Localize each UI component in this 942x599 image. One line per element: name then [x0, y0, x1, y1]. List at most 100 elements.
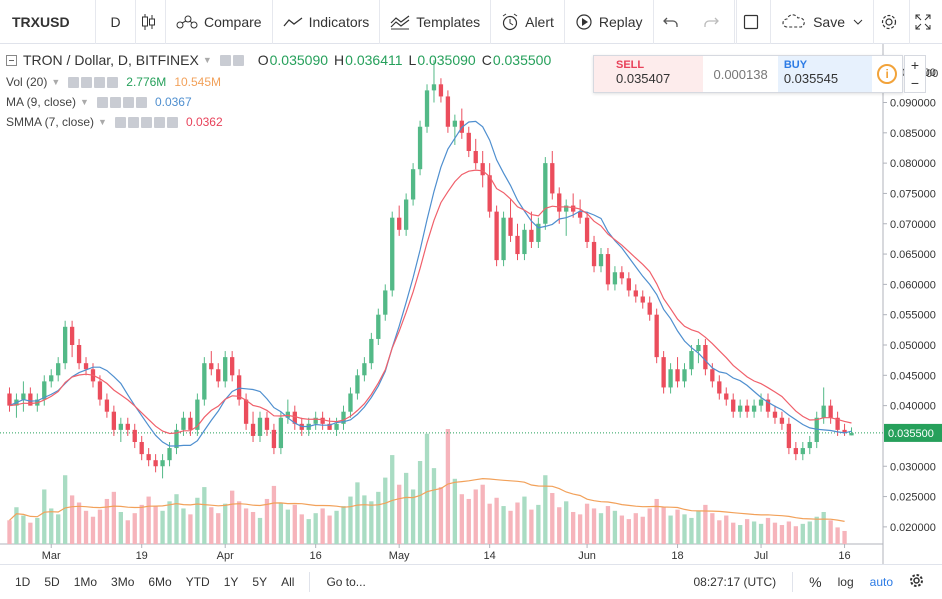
- redo-button[interactable]: [694, 0, 735, 44]
- indicators-button[interactable]: Indicators: [273, 0, 381, 44]
- log-toggle[interactable]: log: [837, 575, 854, 589]
- volume-bar: [362, 495, 367, 544]
- compare-button[interactable]: Compare: [166, 0, 273, 44]
- volume-bar: [480, 484, 485, 544]
- close-icon[interactable]: [166, 116, 178, 128]
- add-icon[interactable]: [94, 76, 106, 88]
- ma-value: 0.0367: [154, 95, 192, 109]
- price-axis[interactable]: 0.0950000.0900000.0850000.0800000.075000…: [883, 67, 942, 534]
- range-5d[interactable]: 5D: [44, 575, 60, 589]
- settings-icon[interactable]: [232, 54, 244, 66]
- sell-button[interactable]: SELL 0.035407: [594, 56, 704, 92]
- range-1y[interactable]: 1Y: [223, 575, 239, 589]
- volume-bar: [21, 515, 26, 544]
- volume-bar: [174, 494, 179, 544]
- zoom-in-button[interactable]: +: [910, 57, 920, 73]
- candle-body: [383, 290, 388, 315]
- candle-body: [612, 272, 618, 285]
- alert-button[interactable]: Alert: [491, 0, 565, 44]
- candle-body: [696, 345, 701, 352]
- info-button[interactable]: i: [872, 56, 902, 92]
- ma-polyline: [9, 120, 852, 447]
- range-all[interactable]: All: [281, 575, 295, 589]
- settings-icon[interactable]: [81, 76, 93, 88]
- range-3mo[interactable]: 3Mo: [111, 575, 135, 589]
- time-axis[interactable]: Mar 19 Apr 16 May 14 Jun 18 Jul 16: [42, 544, 851, 562]
- series-action-buttons[interactable]: [219, 54, 246, 66]
- volume-bar: [452, 478, 458, 544]
- range-6mo[interactable]: 6Mo: [148, 575, 172, 589]
- volume-bar: [543, 475, 548, 544]
- templates-button[interactable]: Templates: [380, 0, 492, 44]
- candle-body: [772, 411, 778, 418]
- goto-button[interactable]: Go to...: [326, 575, 366, 589]
- volume-bar: [703, 504, 708, 544]
- interval-button[interactable]: D: [96, 0, 136, 44]
- smma-action-buttons[interactable]: [114, 116, 180, 128]
- volume-bar: [146, 496, 151, 544]
- chevron-down-icon[interactable]: ▼: [202, 55, 212, 65]
- candle-body: [195, 399, 200, 430]
- utc-clock[interactable]: 08:27:17 (UTC): [693, 575, 777, 589]
- time-tick-label: Mar: [42, 550, 61, 562]
- time-tick-label: 16: [838, 550, 850, 562]
- volume-action-buttons[interactable]: [68, 76, 120, 88]
- source-icon[interactable]: [140, 116, 152, 128]
- volume-bar: [717, 520, 722, 544]
- volume-bar: [216, 513, 221, 544]
- chart-style-button[interactable]: [136, 0, 166, 44]
- chart-settings-button[interactable]: [901, 573, 942, 591]
- auto-toggle[interactable]: auto: [869, 575, 893, 589]
- add-icon[interactable]: [153, 116, 165, 128]
- ma-action-buttons[interactable]: [96, 96, 149, 108]
- range-5y[interactable]: 5Y: [252, 575, 268, 589]
- zoom-out-button[interactable]: −: [910, 75, 920, 91]
- buy-button[interactable]: BUY 0.035545: [777, 56, 873, 92]
- candle-body: [397, 217, 402, 230]
- candle-body: [508, 217, 513, 236]
- eye-icon[interactable]: [96, 96, 108, 108]
- candle-body: [230, 357, 235, 376]
- candle-body: [452, 120, 458, 127]
- range-1d[interactable]: 1D: [15, 575, 31, 589]
- settings-button[interactable]: [874, 0, 910, 44]
- candle-body: [62, 326, 68, 364]
- close-icon[interactable]: [107, 76, 119, 88]
- candle-body: [139, 442, 144, 455]
- chevron-down-icon[interactable]: ▼: [98, 117, 107, 127]
- volume-bar: [473, 489, 478, 544]
- candle-body: [438, 84, 444, 97]
- undo-button[interactable]: [654, 0, 694, 44]
- candle-body: [243, 399, 249, 424]
- fullscreen-button[interactable]: [910, 0, 942, 44]
- volume-bar: [668, 515, 673, 544]
- add-icon[interactable]: [122, 96, 134, 108]
- candle-body: [779, 417, 785, 424]
- replay-button[interactable]: Replay: [565, 0, 654, 44]
- eye-icon[interactable]: [68, 76, 80, 88]
- save-button[interactable]: Save: [771, 0, 874, 44]
- volume-bar: [223, 503, 228, 544]
- volume-bar: [111, 491, 117, 544]
- fullscreen-chart-toggle[interactable]: [737, 0, 772, 44]
- volume-bar: [494, 497, 499, 544]
- volume-bar: [501, 506, 506, 544]
- close-icon[interactable]: [135, 96, 147, 108]
- range-1mo[interactable]: 1Mo: [73, 575, 98, 589]
- candle-body: [626, 278, 631, 291]
- percent-toggle[interactable]: %: [809, 574, 822, 590]
- candle-body: [49, 375, 54, 382]
- eye-icon[interactable]: [219, 54, 231, 66]
- volume-bar: [758, 523, 764, 544]
- chevron-down-icon[interactable]: ▼: [80, 97, 89, 107]
- candle-body: [758, 399, 764, 406]
- symbol-search[interactable]: TRXUSD: [0, 0, 96, 44]
- settings-icon[interactable]: [127, 116, 139, 128]
- settings-icon[interactable]: [109, 96, 121, 108]
- volume-bar: [348, 496, 353, 544]
- volume-bar: [619, 515, 625, 544]
- eye-icon[interactable]: [114, 116, 126, 128]
- range-ytd[interactable]: YTD: [185, 575, 210, 589]
- collapse-legend-icon[interactable]: [6, 54, 17, 66]
- chevron-down-icon[interactable]: ▼: [51, 77, 61, 87]
